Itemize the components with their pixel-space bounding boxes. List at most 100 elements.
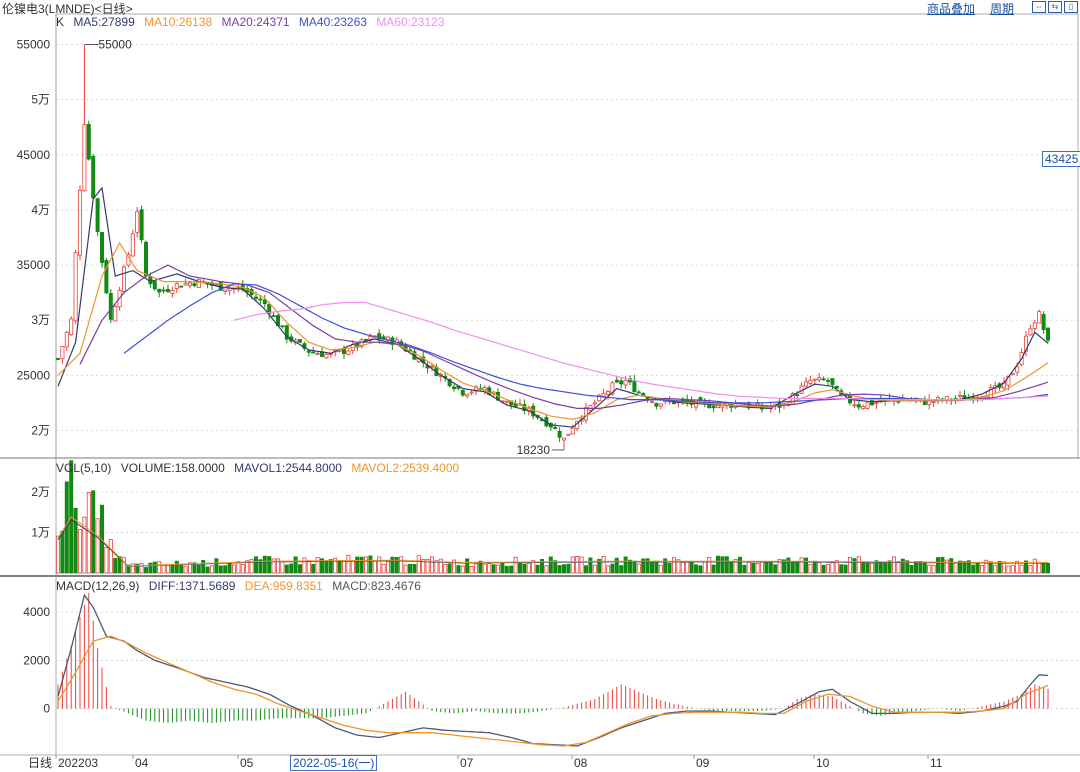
volume-bar-up	[183, 565, 188, 574]
volume-bar-down	[997, 561, 1002, 574]
candle-up	[315, 353, 320, 355]
volume-bar-up	[495, 564, 500, 574]
volume-bar-down	[522, 563, 527, 574]
volume-bar-up	[381, 563, 386, 574]
volume-bar-down	[738, 556, 743, 574]
volume-bar-down	[518, 562, 523, 574]
volume-bar-up	[575, 555, 580, 574]
fullscreen-icon[interactable]: ▯	[1064, 1, 1078, 13]
candle-up	[865, 402, 870, 409]
volume-bar-down	[311, 563, 316, 574]
overlay-button[interactable]: 商品叠加	[927, 2, 976, 16]
candle-up	[623, 379, 628, 386]
volume-bar-up	[346, 554, 351, 574]
candle-up	[214, 283, 219, 286]
candle-up	[60, 345, 65, 360]
volume-bar-up	[451, 559, 456, 574]
volume-bar-up	[685, 561, 690, 574]
candle-up	[566, 433, 571, 436]
volume-bar-up	[130, 563, 135, 574]
panel-frames	[0, 13, 1080, 756]
candle-up	[1032, 322, 1037, 329]
candle-up	[64, 331, 69, 348]
volume-bar-up	[755, 562, 760, 574]
candle-up	[170, 290, 175, 294]
volume-bar-down	[535, 564, 540, 574]
volume-bar-down	[650, 562, 655, 574]
candle-down	[834, 385, 839, 389]
volume-bar-up	[271, 558, 276, 574]
candle-up	[469, 391, 474, 394]
candle-up	[122, 266, 127, 292]
volume-bar-down	[628, 559, 633, 574]
volume-bar-up	[275, 558, 280, 574]
volume-bar-down	[179, 563, 184, 574]
volume-bar-up	[377, 556, 382, 574]
candle-down	[306, 350, 311, 353]
candle-down	[1046, 327, 1051, 341]
volume-bar-down	[716, 555, 721, 574]
volume-bar-down	[698, 565, 703, 574]
volume-bar-up	[240, 564, 245, 574]
legend-mavol2: MAVOL2:2539.4000	[351, 461, 460, 475]
candle-up	[592, 402, 597, 405]
volume-bar-down	[223, 565, 228, 574]
volume-bar-down	[641, 558, 646, 574]
volume-bar-up	[302, 557, 307, 574]
volume-bar-up	[372, 560, 377, 574]
period-button[interactable]: 周期	[990, 2, 1015, 16]
macd-y-tick: 4000	[23, 605, 50, 619]
candle-up	[861, 406, 866, 409]
candles[interactable]	[56, 44, 1051, 450]
candle-down	[271, 315, 276, 318]
zoom-out-icon[interactable]: ⇆	[1048, 1, 1062, 13]
price-y-tick: 4万	[31, 203, 50, 217]
volume-bar-down	[940, 556, 945, 574]
volume-bar-up	[385, 561, 390, 574]
volume-bar-down	[790, 562, 795, 574]
volume-bar-up	[1015, 560, 1020, 574]
candle-down	[297, 339, 302, 343]
price-y-tick: 5万	[31, 93, 50, 107]
candle-up	[650, 400, 655, 403]
x-tick-label: 09	[696, 756, 710, 770]
legend-ma20: MA20:24371	[221, 15, 290, 29]
candle-down	[451, 386, 456, 390]
candle-up	[874, 402, 879, 405]
volume-bar-down	[905, 560, 910, 574]
volume-bar-down	[1041, 562, 1046, 574]
volume-bar-down	[284, 564, 289, 574]
volume-bar-up	[399, 556, 404, 574]
volume-bar-down	[562, 564, 567, 574]
candle-up	[465, 393, 470, 397]
volume-bar-up	[482, 563, 487, 574]
candle-down	[614, 379, 619, 383]
volume-bar-up	[636, 563, 641, 574]
volume-bar-up	[333, 557, 338, 574]
volume-bar-up	[984, 559, 989, 574]
zoom-in-icon[interactable]: ⇔	[1032, 1, 1046, 13]
x-tick-label: 202203	[58, 756, 98, 770]
volume-bar-down	[918, 561, 923, 574]
price-y-tick: 3万	[31, 313, 50, 327]
volume-bar-up	[460, 565, 465, 574]
mavol2-line	[57, 516, 1048, 567]
volume-bar-up	[425, 558, 430, 574]
candle-up	[183, 282, 188, 286]
candle-up	[584, 407, 589, 421]
legend-vol: VOL(5,10)	[56, 461, 112, 475]
volume-bar-up	[1037, 561, 1042, 574]
candle-down	[139, 209, 144, 241]
candle-down	[192, 283, 197, 287]
volume-bar-down	[922, 561, 927, 574]
volume-bar-up	[746, 561, 751, 574]
legend-volume: VOLUME:158.0000	[120, 461, 225, 475]
volume-bars[interactable]	[56, 460, 1051, 574]
volume-bar-up	[403, 564, 408, 574]
volume-bar-down	[205, 566, 210, 574]
volume-bar-up	[826, 564, 831, 574]
annotations: 55000 18230	[84, 38, 564, 457]
volume-bar-up	[760, 561, 765, 574]
volume-bar-down	[126, 564, 131, 574]
volume-bar-down	[597, 558, 602, 574]
